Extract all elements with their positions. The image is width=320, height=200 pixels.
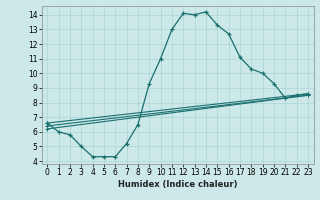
- X-axis label: Humidex (Indice chaleur): Humidex (Indice chaleur): [118, 180, 237, 189]
